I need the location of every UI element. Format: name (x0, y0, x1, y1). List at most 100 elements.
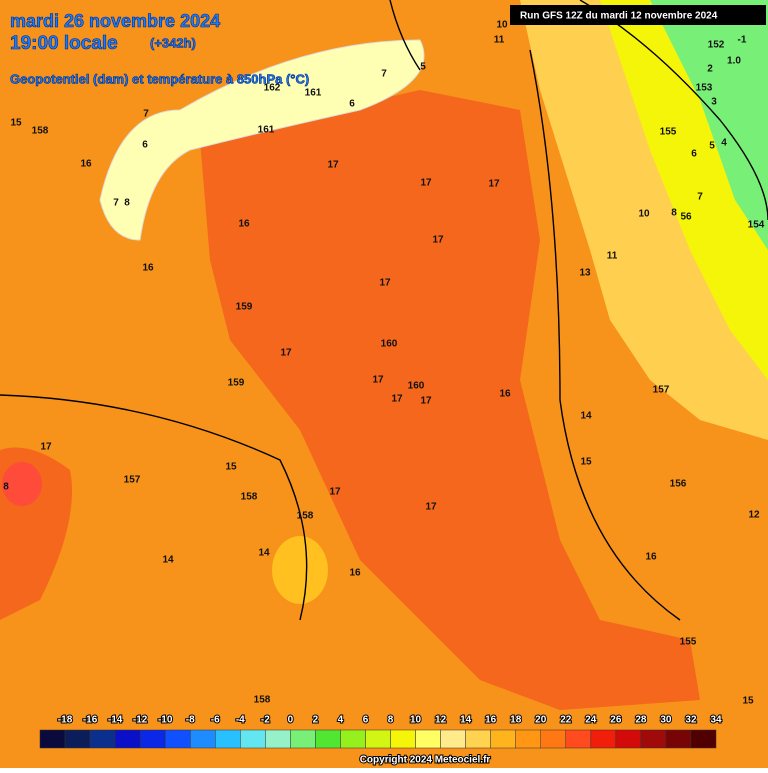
colorbar-swatch (215, 729, 241, 749)
map-label: 16 (499, 389, 511, 400)
colorbar-label: 24 (585, 715, 597, 726)
map-label: 14 (580, 411, 592, 422)
map-label: 15 (742, 696, 754, 707)
isoline (0, 0, 768, 621)
colorbar-swatch (615, 729, 642, 749)
colorbar-label: 18 (510, 715, 522, 726)
map-label: 154 (748, 220, 765, 231)
colorbar-label: 22 (560, 715, 572, 726)
map-label: 157 (653, 385, 670, 396)
warm-region (200, 90, 700, 710)
map-label: 16 (645, 552, 657, 563)
map-label: 17 (420, 178, 432, 189)
map-label: 5 (420, 62, 426, 73)
colorbar-label: -2 (261, 715, 270, 726)
map-label: 15 (225, 462, 237, 473)
map-label: 17 (372, 375, 384, 386)
colorbar-label: 32 (685, 715, 697, 726)
map-label: 160 (408, 381, 425, 392)
colorbar-label: -4 (236, 715, 245, 726)
map-label: 156 (670, 479, 687, 490)
map-label: 15 (580, 457, 592, 468)
colorbar-label: 6 (363, 715, 369, 726)
colorbar-swatch (240, 729, 266, 749)
map-label: 159 (236, 302, 253, 313)
cold-region (650, 0, 768, 250)
colorbar-label: 28 (635, 715, 647, 726)
map-label: 4 (721, 138, 727, 149)
colorbar-swatch (390, 729, 416, 749)
map-label: 15 (10, 118, 22, 129)
colorbar-label: -14 (108, 715, 123, 726)
map-label: 6 (142, 140, 148, 151)
colorbar-swatch (690, 729, 717, 749)
colorbar-label: 26 (610, 715, 622, 726)
colorbar-swatch (315, 729, 341, 749)
copyright: Copyright 2024 Meteociel.fr (360, 755, 491, 766)
map-label: 159 (228, 378, 245, 389)
colorbar-label: 2 (313, 715, 319, 726)
map-label: 10 (638, 209, 650, 220)
colorbar-swatch (590, 729, 617, 749)
colorbar-label: 16 (485, 715, 497, 726)
colorbar-swatch (490, 729, 516, 749)
map-label: 8 (671, 208, 677, 219)
colorbar-label: 30 (660, 715, 672, 726)
map-label: 17 (280, 348, 292, 359)
map-label: 160 (381, 339, 398, 350)
map-label: 16 (142, 263, 154, 274)
map-label: 13 (579, 268, 591, 279)
colorbar-label: 12 (435, 715, 447, 726)
map-label: 17 (329, 487, 341, 498)
colorbar-swatch (114, 729, 141, 749)
colorbar-swatch (164, 729, 191, 749)
map-label: 14 (162, 555, 174, 566)
map-label: 152 (708, 40, 725, 51)
colorbar-swatch (540, 729, 567, 749)
run-info: Run GFS 12Z du mardi 12 novembre 2024 (520, 11, 718, 22)
hot-spot (2, 462, 42, 506)
map-label: 7 (697, 192, 703, 203)
colorbar-swatch (515, 729, 541, 749)
colorbar-swatch (565, 729, 592, 749)
colorbar-swatch (189, 729, 216, 749)
colorbar-label: 0 (288, 715, 294, 726)
colorbar-swatch (340, 729, 366, 749)
colorbar-swatch (39, 729, 66, 749)
colorbar-swatch (265, 729, 291, 749)
colorbar-swatch (290, 729, 316, 749)
map-label: 17 (488, 179, 500, 190)
map-label: 162 (264, 83, 281, 94)
colorbar-label: -8 (186, 715, 195, 726)
colorbar-swatch (64, 729, 91, 749)
map-label: 161 (305, 88, 322, 99)
local-time: 19:00 locale (10, 33, 118, 54)
date: mardi 26 novembre 2024 (10, 11, 220, 31)
map-label: 17 (391, 394, 403, 405)
cool-spot (272, 536, 328, 604)
alps (99, 39, 425, 241)
colorbar-label: -12 (133, 715, 148, 726)
map-label: 16 (238, 219, 250, 230)
colorbar-label: 10 (410, 715, 422, 726)
map-label: 7 (113, 198, 119, 209)
map-label: 7 (381, 69, 387, 80)
colorbar-label: -16 (83, 715, 98, 726)
colorbar-label: 34 (710, 715, 722, 726)
map-label: 11 (494, 35, 505, 46)
map-label: 16 (80, 159, 92, 170)
map-label: 17 (425, 502, 437, 513)
map-label: 17 (40, 442, 52, 453)
map-label: 8 (124, 198, 130, 209)
map-label: 158 (254, 695, 271, 706)
run-box (510, 5, 766, 25)
map-label: 3 (711, 97, 717, 108)
map-label: 8 (3, 482, 9, 493)
map-label: 158 (241, 492, 258, 503)
map-label: 16 (349, 568, 361, 579)
map-label: 153 (696, 83, 713, 94)
map-label: 6 (349, 99, 355, 110)
map-label: 56 (680, 212, 692, 223)
map-label: 17 (432, 235, 444, 246)
